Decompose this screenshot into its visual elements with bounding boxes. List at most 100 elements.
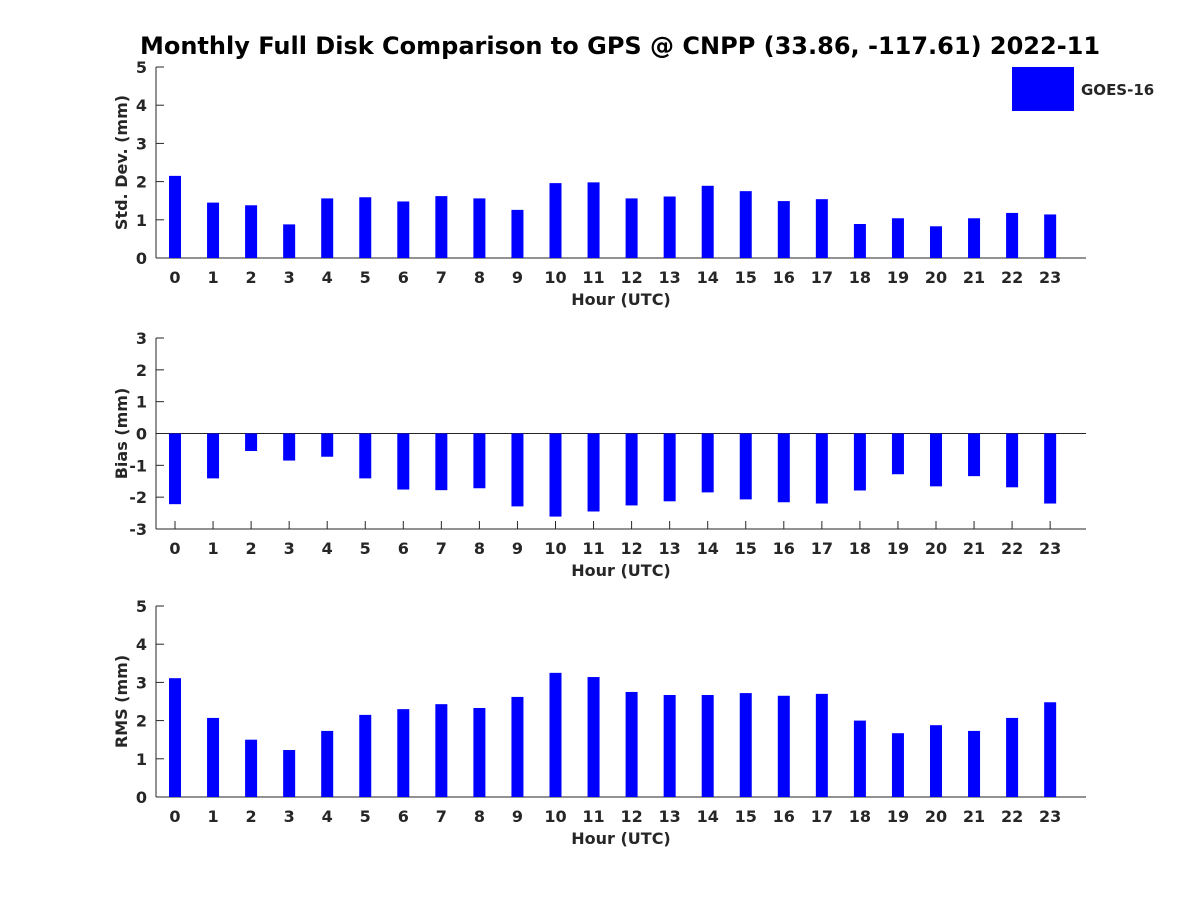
bar-hour-1 — [207, 717, 220, 797]
bar-hour-5 — [359, 714, 372, 797]
x-tick-label: 19 — [887, 807, 909, 826]
x-tick-label: 19 — [887, 268, 909, 287]
bar-hour-20 — [930, 433, 942, 487]
bar-hour-0 — [169, 678, 181, 797]
bar-hour-22 — [1006, 433, 1019, 488]
x-tick-label: 2 — [246, 539, 257, 558]
bar-hour-10 — [549, 672, 562, 797]
x-axis-label: Hour (UTC) — [571, 829, 671, 848]
x-tick-label: 4 — [322, 807, 333, 826]
bar-hour-21 — [968, 218, 981, 258]
bar-hour-18 — [853, 720, 866, 797]
bar-hour-11 — [587, 433, 600, 512]
x-tick-label: 11 — [582, 268, 604, 287]
bar-hour-10 — [549, 183, 562, 258]
bar-hour-6 — [397, 201, 410, 258]
bar-hour-0 — [169, 175, 181, 258]
bar-hour-11 — [587, 677, 600, 797]
bar-hour-20 — [930, 226, 942, 258]
bar-hour-6 — [397, 709, 410, 797]
x-tick-label: 15 — [735, 539, 757, 558]
y-axis-label: Bias (mm) — [112, 388, 131, 480]
x-tick-label: 23 — [1039, 807, 1061, 826]
x-tick-label: 4 — [322, 539, 333, 558]
x-tick-label: 0 — [169, 268, 180, 287]
bar-hour-9 — [511, 433, 524, 507]
bar-hour-3 — [283, 750, 296, 797]
bar-hour-23 — [1044, 702, 1057, 797]
bar-hour-14 — [701, 695, 714, 797]
y-tick-label: 0 — [136, 425, 147, 444]
bar-hour-4 — [321, 433, 334, 457]
x-tick-label: 9 — [512, 268, 523, 287]
bar-hour-16 — [777, 201, 790, 258]
x-tick-label: 20 — [925, 807, 947, 826]
y-tick-label: 2 — [136, 361, 147, 380]
bar-hour-8 — [473, 433, 486, 489]
bar-hour-18 — [853, 224, 866, 258]
bar-hour-8 — [473, 707, 486, 797]
y-tick-label: 4 — [136, 96, 147, 115]
x-tick-label: 5 — [360, 268, 371, 287]
x-tick-label: 11 — [582, 539, 604, 558]
x-tick-label: 9 — [512, 807, 523, 826]
x-tick-label: 7 — [436, 268, 447, 287]
x-tick-label: 16 — [773, 268, 795, 287]
y-tick-label: -2 — [129, 488, 147, 507]
x-tick-label: 3 — [284, 268, 295, 287]
bar-hour-13 — [663, 196, 676, 258]
y-tick-label: 0 — [136, 249, 147, 268]
bar-hour-4 — [321, 730, 334, 797]
x-tick-label: 10 — [544, 539, 566, 558]
y-tick-label: 2 — [136, 712, 147, 731]
x-tick-label: 12 — [620, 539, 642, 558]
bar-hour-17 — [815, 199, 828, 258]
y-tick-label: 1 — [136, 750, 147, 769]
bar-hour-16 — [777, 695, 790, 797]
bar-hour-5 — [359, 433, 372, 479]
x-tick-label: 12 — [620, 807, 642, 826]
bar-hour-14 — [701, 433, 714, 493]
x-tick-label: 7 — [436, 807, 447, 826]
bar-hour-16 — [777, 433, 790, 503]
chart-title: Monthly Full Disk Comparison to GPS @ CN… — [140, 32, 1100, 60]
y-tick-label: 5 — [136, 58, 147, 77]
bar-hour-20 — [930, 725, 942, 797]
x-tick-label: 12 — [620, 268, 642, 287]
y-tick-label: 3 — [136, 329, 147, 348]
x-tick-label: 22 — [1001, 807, 1023, 826]
x-tick-label: 18 — [849, 268, 871, 287]
bar-hour-22 — [1006, 717, 1019, 797]
legend: GOES-16 — [1012, 67, 1154, 111]
x-tick-label: 6 — [398, 807, 409, 826]
bar-hour-0 — [169, 433, 181, 505]
legend-swatch — [1012, 67, 1074, 111]
x-axis-label: Hour (UTC) — [571, 290, 671, 309]
bar-hour-22 — [1006, 212, 1019, 258]
bar-hour-5 — [359, 197, 372, 258]
bar-hour-13 — [663, 695, 676, 797]
x-tick-label: 10 — [544, 268, 566, 287]
x-tick-label: 2 — [246, 268, 257, 287]
x-tick-label: 5 — [360, 807, 371, 826]
x-tick-label: 14 — [697, 807, 719, 826]
x-tick-label: 16 — [773, 807, 795, 826]
x-tick-label: 13 — [659, 539, 681, 558]
y-tick-label: 4 — [136, 635, 147, 654]
bar-hour-23 — [1044, 433, 1057, 504]
x-tick-label: 1 — [207, 268, 218, 287]
bar-hour-7 — [435, 196, 448, 258]
bar-hour-4 — [321, 198, 334, 258]
bar-hour-19 — [891, 433, 904, 475]
x-tick-label: 0 — [169, 539, 180, 558]
bar-hour-7 — [435, 433, 448, 491]
bar-hour-9 — [511, 209, 524, 258]
bar-hour-2 — [245, 433, 258, 452]
x-tick-label: 23 — [1039, 268, 1061, 287]
y-axis-label: RMS (mm) — [112, 655, 131, 748]
